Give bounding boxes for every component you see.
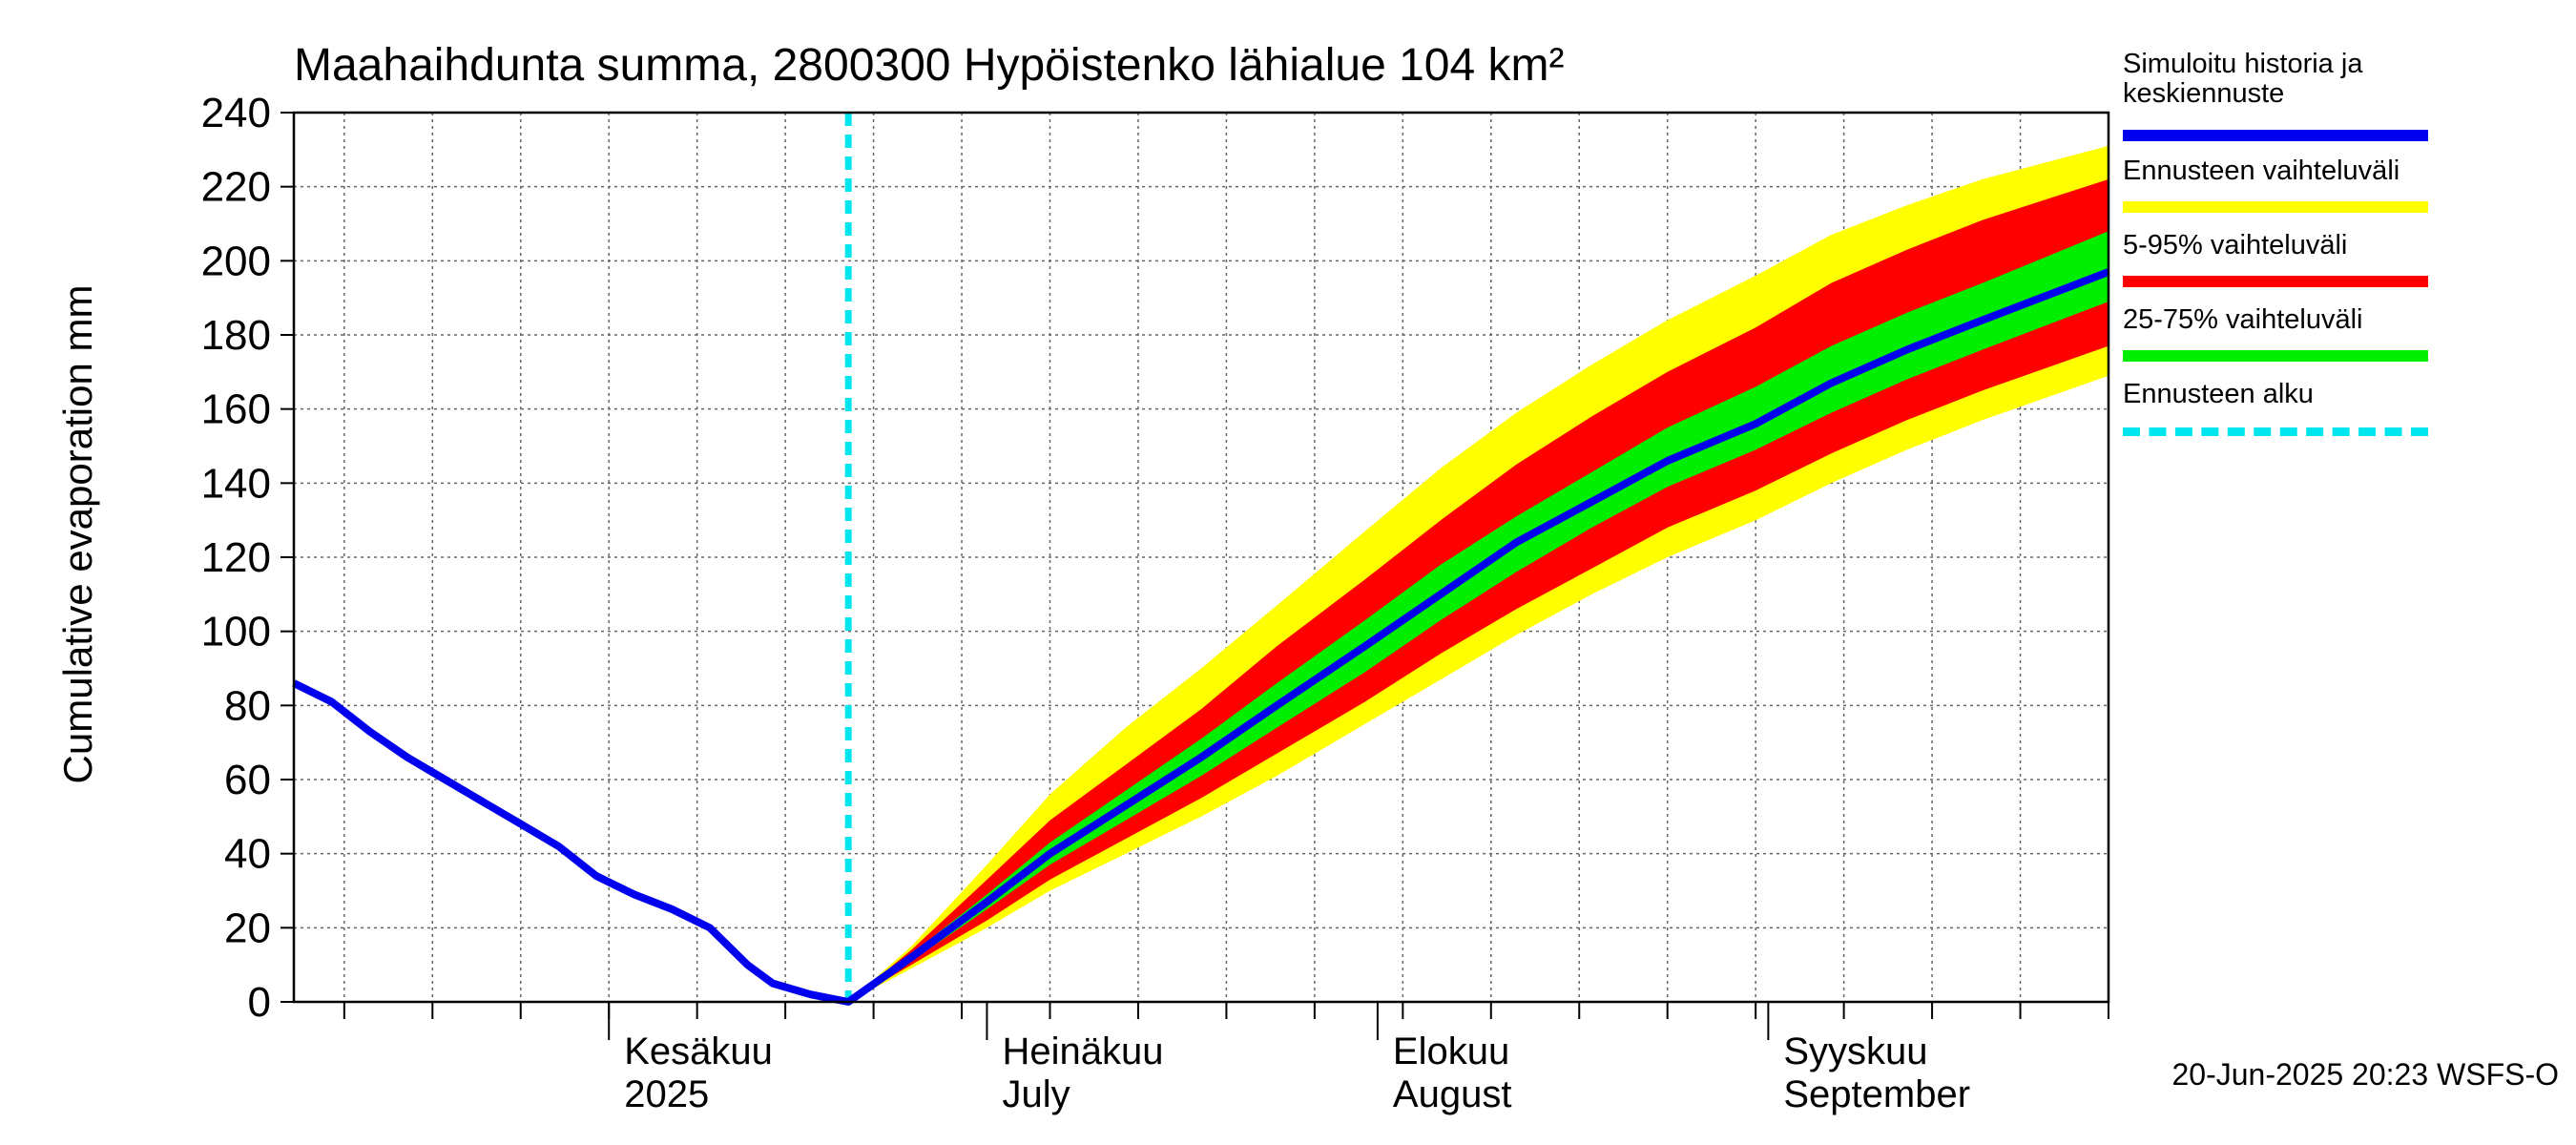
y-tick-label: 20 xyxy=(224,905,271,951)
legend-swatch-p5-95 xyxy=(2123,276,2428,287)
legend-label-p25-75: 25-75% vaihteluväli xyxy=(2123,304,2363,335)
y-tick-label: 80 xyxy=(224,682,271,729)
series-line-history-median xyxy=(292,268,2110,1006)
y-tick-label: 240 xyxy=(201,90,271,136)
legend-swatch-forecast-start xyxy=(2123,427,2428,436)
y-tick-label: 0 xyxy=(248,979,271,1026)
month-label-fi: Syyskuu xyxy=(1783,1030,1927,1072)
legend-item-history: Simuloitu historia ja keskiennuste xyxy=(2123,49,2428,141)
month-label-en: 2025 xyxy=(624,1073,709,1115)
month-label-fi: Elokuu xyxy=(1393,1030,1509,1072)
month-label-en: July xyxy=(1002,1073,1070,1115)
month-label-fi: Kesäkuu xyxy=(624,1030,773,1072)
month-label-fi: Heinäkuu xyxy=(1002,1030,1163,1072)
y-tick-label: 40 xyxy=(224,831,271,878)
footer-timestamp: 20-Jun-2025 20:23 WSFS-O xyxy=(2171,1057,2559,1092)
legend-label-range: Ennusteen vaihteluväli xyxy=(2123,156,2400,186)
legend-label-history: Simuloitu historia ja keskiennuste xyxy=(2123,49,2363,109)
legend-label-forecast-start: Ennusteen alku xyxy=(2123,379,2314,409)
y-tick-label: 60 xyxy=(224,757,271,803)
legend-label-p5-95: 5-95% vaihteluväli xyxy=(2123,230,2348,260)
series-lines xyxy=(292,113,2110,1006)
legend-item-p25-75: 25-75% vaihteluväli xyxy=(2123,304,2428,362)
y-tick-label: 200 xyxy=(201,238,271,284)
legend-item-p5-95: 5-95% vaihteluväli xyxy=(2123,230,2428,287)
y-axis-label: Cumulative evaporation mm xyxy=(55,285,100,784)
y-tick-label: 120 xyxy=(201,534,271,581)
legend-item-range: Ennusteen vaihteluväli xyxy=(2123,156,2428,213)
legend-item-forecast-start: Ennusteen alku xyxy=(2123,379,2428,436)
plot-frame xyxy=(292,111,2110,1004)
chart-title: Maahaihdunta summa, 2800300 Hypöistenko … xyxy=(294,40,1565,91)
legend-swatch-history xyxy=(2123,130,2428,141)
axes: 0 20 40 60 80 100 120 140 160 180 200 220 240 Kesäkuu… xyxy=(201,90,2110,1115)
legend-swatch-p25-75 xyxy=(2123,350,2428,362)
y-tick-label: 220 xyxy=(201,164,271,211)
forecast-bands xyxy=(848,145,2109,1003)
month-label-en: August xyxy=(1393,1073,1512,1115)
y-tick-label: 180 xyxy=(201,312,271,359)
y-tick-label: 140 xyxy=(201,460,271,507)
y-tick-label: 100 xyxy=(201,609,271,656)
month-label-en: September xyxy=(1783,1073,1970,1115)
legend-swatch-range xyxy=(2123,201,2428,213)
band-p25-75 xyxy=(848,231,2109,1003)
y-tick-label: 160 xyxy=(201,386,271,433)
